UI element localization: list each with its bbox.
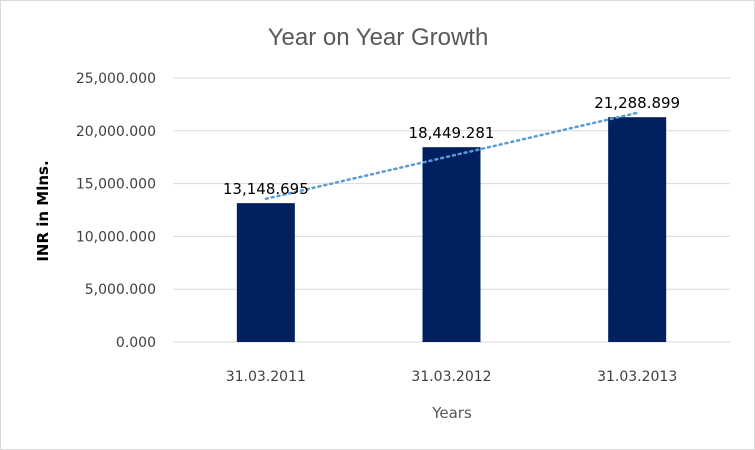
bars — [236, 117, 667, 342]
bar — [236, 203, 295, 342]
x-tick-label: 31.03.2012 — [411, 369, 491, 385]
data-labels: 13,148.695 18,449.281 21,288.899 — [223, 94, 680, 198]
x-tick-label: 31.03.2011 — [226, 369, 306, 385]
x-tick-label: 31.03.2013 — [597, 369, 677, 385]
x-axis-ticks: 31.03.2011 31.03.2012 31.03.2013 — [226, 369, 678, 385]
y-tick-label: 20,000.000 — [76, 124, 156, 140]
data-label: 13,148.695 — [223, 180, 309, 198]
data-label: 18,449.281 — [409, 124, 495, 142]
x-axis-title: Years — [431, 404, 472, 422]
y-tick-label: 0.000 — [116, 335, 156, 351]
data-label: 21,288.899 — [594, 94, 680, 112]
y-axis-ticks: 0.000 5,000.000 10,000.000 15,000.000 20,000… — [76, 71, 156, 351]
y-axis-title: INR in Mlns. — [34, 160, 52, 261]
y-tick-label: 15,000.000 — [76, 177, 156, 193]
y-tick-label: 25,000.000 — [76, 71, 156, 87]
y-tick-label: 10,000.000 — [76, 229, 156, 245]
chart-title: Year on Year Growth — [268, 24, 489, 51]
bar — [608, 117, 667, 342]
bar — [422, 147, 481, 342]
trendline — [264, 111, 639, 201]
y-tick-label: 5,000.000 — [85, 282, 156, 298]
trendline-path — [264, 111, 639, 201]
